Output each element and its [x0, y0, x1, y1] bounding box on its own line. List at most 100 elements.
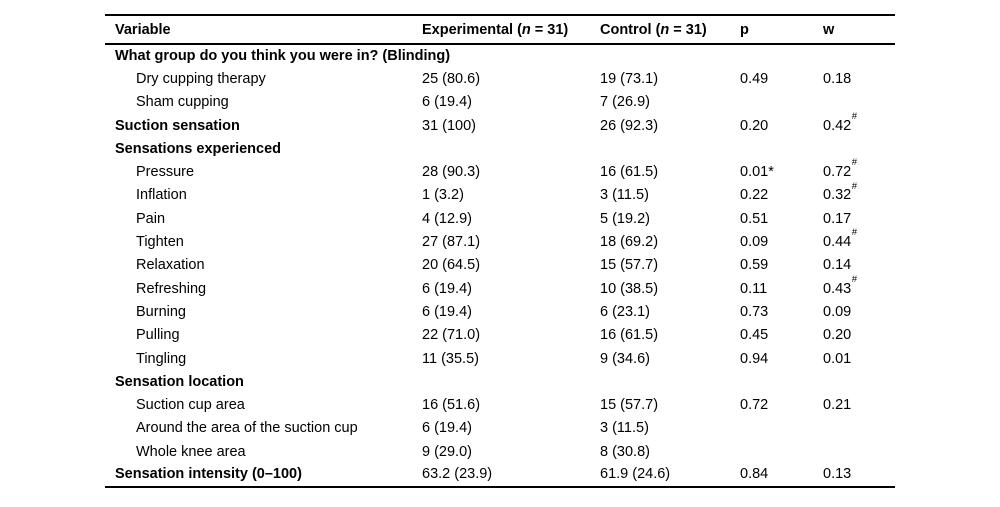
cell-experimental: 63.2 (23.9)	[422, 466, 493, 483]
cell-p: 0.73	[740, 303, 769, 320]
column-header-segment: Experimental (	[422, 21, 522, 38]
cell-experimental: 6 (19.4)	[422, 420, 472, 437]
cell-p: 0.45	[740, 327, 769, 344]
cell-variable: Dry cupping therapy	[136, 70, 266, 87]
table-row: Suction sensation 31 (100) 26 (92.3) 0.20 0.…	[105, 111, 895, 137]
table-row: Inflation 1 (3.2) 3 (11.5) 0.22 0.32#	[105, 181, 895, 207]
w-value: 0.72	[823, 164, 852, 181]
cell-control: 26 (92.3)	[600, 117, 659, 134]
cell-w: 0.14	[823, 254, 895, 277]
cell-experimental: 16 (51.6)	[422, 397, 481, 414]
cell-control: 18 (69.2)	[600, 234, 659, 251]
w-value: 0.18	[823, 70, 852, 87]
w-value: 0.43	[823, 280, 852, 297]
cell-variable: Relaxation	[136, 257, 205, 274]
cell-w: 0.32#	[823, 181, 895, 207]
table-row: Pulling 22 (71.0) 16 (61.5) 0.45 0.20	[105, 324, 895, 347]
w-superscript-marker: #	[851, 157, 858, 169]
cell-variable: Pulling	[136, 327, 180, 344]
cell-variable: Sensations experienced	[115, 140, 282, 157]
cell-variable: Sensation location	[115, 373, 244, 390]
cell-p: 0.72	[740, 397, 769, 414]
cell-w: 0.13	[823, 463, 895, 486]
table-row: Pain 4 (12.9) 5 (19.2) 0.51 0.17	[105, 207, 895, 230]
cell-experimental: 6 (19.4)	[422, 303, 472, 320]
cell-experimental: 25 (80.6)	[422, 70, 481, 87]
table-row: Sham cupping 6 (19.4) 7 (26.9)	[105, 91, 895, 114]
w-value: 0.42	[823, 117, 852, 134]
cell-w	[823, 370, 895, 393]
cell-w: 0.09	[823, 300, 895, 323]
cell-w: 0.17	[823, 207, 895, 230]
cell-variable: Sensation intensity (0–100)	[115, 466, 302, 483]
cell-variable: Suction sensation	[115, 117, 240, 134]
table-header: Variable Experimental (n = 31) Control (n …	[105, 15, 895, 45]
w-superscript-marker: #	[851, 227, 858, 239]
table-row: What group do you think you were in? (Bl…	[105, 44, 895, 67]
cell-experimental: 22 (71.0)	[422, 327, 481, 344]
table-row: Refreshing 6 (19.4) 10 (38.5) 0.11 0.43#	[105, 273, 895, 300]
table-row: Around the area of the suction cup 6 (19.…	[105, 417, 895, 440]
cell-variable: Sham cupping	[136, 94, 229, 111]
column-header-variable: Variable	[105, 15, 422, 45]
cell-experimental: 6 (19.4)	[422, 280, 472, 297]
cell-w: 0.72#	[823, 157, 895, 183]
w-value: 0.20	[823, 327, 852, 344]
cell-p: 0.84	[740, 466, 769, 483]
table-row: Suction cup area 16 (51.6) 15 (57.7) 0.72 0.…	[105, 393, 895, 416]
table-row: Sensation intensity (0–100) 63.2 (23.9) 61…	[105, 463, 895, 486]
table-row: Whole knee area 9 (29.0) 8 (30.8)	[105, 440, 895, 463]
table-row: Burning 6 (19.4) 6 (23.1) 0.73 0.09	[105, 300, 895, 323]
cell-variable: Pressure	[136, 164, 195, 181]
cell-variable: Burning	[136, 303, 186, 320]
column-header-segment: n	[660, 21, 670, 38]
cell-experimental: 31 (100)	[422, 117, 477, 134]
cell-control: 15 (57.7)	[600, 397, 659, 414]
table-row: Tighten 27 (87.1) 18 (69.2) 0.09 0.44#	[105, 227, 895, 253]
cell-p	[740, 440, 823, 463]
cell-control: 3 (11.5)	[600, 420, 649, 437]
column-header-segment: Control (	[600, 21, 661, 38]
cell-experimental	[422, 137, 600, 160]
header-row: Variable Experimental (n = 31) Control (n …	[105, 15, 895, 45]
column-header-p: p	[740, 15, 823, 45]
cell-p: 0.59	[740, 257, 769, 274]
cell-experimental: 6 (19.4)	[422, 94, 472, 111]
cell-experimental: 27 (87.1)	[422, 234, 481, 251]
cell-experimental: 20 (64.5)	[422, 257, 481, 274]
table-body: What group do you think you were in? (Bl…	[105, 44, 895, 487]
cell-control: 8 (30.8)	[600, 443, 650, 460]
cell-control: 16 (61.5)	[600, 327, 659, 344]
cell-w	[823, 137, 895, 160]
w-value: 0.21	[823, 397, 852, 414]
column-header-segment: w	[823, 21, 835, 38]
cell-w: 0.44#	[823, 227, 895, 253]
cell-p	[740, 91, 823, 114]
cell-w	[823, 44, 895, 67]
cell-p: 0.20	[740, 117, 769, 134]
cell-variable: Tighten	[136, 234, 184, 251]
w-superscript-marker: #	[851, 273, 858, 285]
cell-p: 0.22	[740, 187, 769, 204]
cell-variable: Whole knee area	[136, 443, 246, 460]
cell-p: 0.51	[740, 210, 769, 227]
table-row: Sensation location	[105, 370, 895, 393]
cell-experimental: 4 (12.9)	[422, 210, 472, 227]
cell-control	[600, 44, 740, 67]
cell-p	[740, 137, 823, 160]
cell-w: 0.21	[823, 393, 895, 416]
cell-variable: Around the area of the suction cup	[136, 420, 358, 437]
cell-variable: Suction cup area	[136, 397, 245, 414]
cell-control: 9 (34.6)	[600, 350, 650, 367]
w-value: 0.32	[823, 187, 852, 204]
cell-control: 19 (73.1)	[600, 70, 659, 87]
cell-w: 0.43#	[823, 273, 895, 300]
cell-variable: What group do you think you were in? (Bl…	[115, 48, 451, 65]
cell-w	[823, 417, 895, 440]
w-value: 0.09	[823, 303, 852, 320]
w-value: 0.14	[823, 257, 852, 274]
cell-p: 0.01*	[740, 164, 774, 181]
cell-variable: Inflation	[136, 187, 187, 204]
cell-p: 0.09	[740, 234, 769, 251]
